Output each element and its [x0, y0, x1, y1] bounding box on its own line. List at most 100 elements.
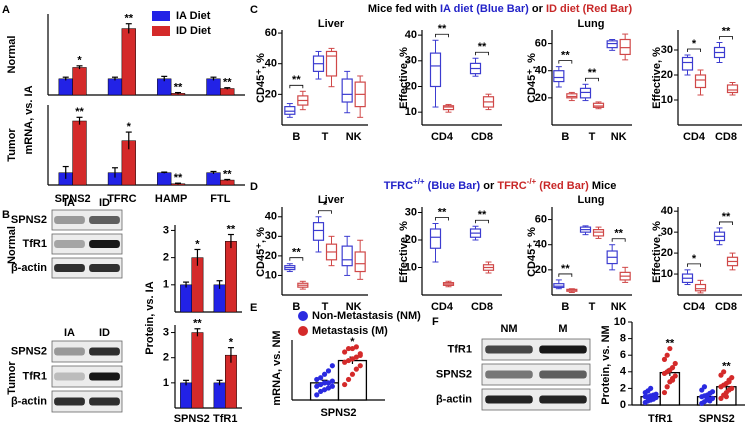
box — [429, 228, 442, 249]
panel-label: B — [2, 209, 10, 221]
blot-row-label: SPNS2 — [11, 214, 47, 226]
y-tick-label: 20 — [661, 247, 673, 259]
blot-column-label: NM — [500, 323, 517, 335]
x-tick-label: CD8 — [471, 301, 493, 313]
x-tick-label: CD4 — [683, 131, 706, 143]
significance: ** — [223, 168, 232, 180]
header-part: TFRC — [497, 180, 526, 192]
y-axis-label: Effective, % — [398, 221, 410, 283]
y-tick-label: 40 — [405, 29, 417, 41]
y-tick-label: 60 — [535, 213, 547, 225]
x-tick-label: NK — [346, 301, 362, 313]
blot-row-label: TfR1 — [448, 343, 472, 355]
data-point — [357, 363, 363, 369]
data-point — [314, 392, 320, 398]
x-tick-label: CD8 — [471, 131, 493, 143]
blot-panel — [51, 390, 123, 413]
header-part: or — [529, 3, 546, 15]
significance: * — [229, 337, 234, 349]
significance: ** — [292, 74, 301, 86]
significance: ** — [561, 263, 570, 275]
header-part: -/+ — [527, 177, 537, 186]
box — [566, 93, 578, 99]
data-point — [707, 398, 713, 404]
significance: * — [195, 238, 200, 250]
bar — [206, 78, 221, 96]
bar — [220, 179, 235, 186]
header-part: IA diet (Blue Bar) — [440, 3, 529, 15]
blot-side-label: Normal — [6, 226, 18, 264]
bar — [72, 120, 87, 186]
significance: ** — [614, 228, 623, 240]
significance: ** — [722, 361, 731, 373]
y-axis-label: Protein, vs. NM — [600, 325, 612, 404]
bar — [72, 67, 87, 96]
data-point — [345, 357, 352, 364]
data-point — [661, 389, 668, 396]
blot-row-label: SPNS2 — [11, 345, 47, 357]
y-tick-label: 10 — [661, 94, 673, 106]
data-point — [318, 375, 324, 381]
header-part: or — [480, 180, 497, 192]
x-tick-label: B — [292, 301, 300, 313]
y-tick-label: 30 — [265, 230, 277, 242]
panel-header: Mice fed with IA diet (Blue Bar) or ID d… — [368, 3, 633, 15]
data-point — [345, 376, 352, 383]
y-tick-label: 30 — [661, 226, 673, 238]
y-tick-label: 10 — [661, 268, 673, 280]
y-axis-label: mRNA, vs. NM — [271, 330, 283, 405]
x-tick-label: CD4 — [431, 301, 454, 313]
significance-bracket — [435, 33, 449, 38]
data-point — [653, 391, 659, 397]
header-part: Mice — [589, 180, 617, 192]
y-axis-label: Effective, % — [398, 47, 410, 109]
y-tick-label: 0 — [620, 399, 626, 411]
subtitle: Liver — [318, 18, 345, 30]
box — [341, 245, 353, 267]
legend-label: ID Diet — [176, 25, 211, 37]
blot-row-label: TfR1 — [23, 238, 47, 250]
blot-band — [54, 240, 85, 248]
panel-label: D — [250, 181, 258, 193]
y-tick-label: 40 — [265, 58, 277, 70]
data-point — [329, 378, 335, 384]
y-axis-label: CD45⁺, % — [255, 227, 267, 277]
significance-bracket — [687, 48, 701, 52]
significance-bracket — [687, 263, 701, 267]
y-tick-label: 4 — [620, 366, 627, 378]
x-tick-label: TfR1 — [648, 413, 672, 425]
blot-band — [54, 216, 85, 224]
header-part: TFRC — [384, 180, 413, 192]
y-tick-label: 20 — [405, 234, 417, 246]
data-point — [342, 359, 348, 365]
blot-row-label: β-actin — [436, 393, 472, 405]
data-point — [669, 365, 676, 371]
significance: * — [323, 200, 328, 212]
y-tick-label: 20 — [661, 69, 673, 81]
subtitle: Liver — [318, 194, 345, 206]
significance: ** — [292, 247, 301, 259]
subtitle: Lung — [578, 18, 605, 30]
significance-bracket — [289, 257, 304, 261]
significance-bracket — [289, 84, 304, 89]
box — [284, 106, 296, 115]
data-point — [345, 345, 352, 352]
box — [681, 56, 694, 71]
data-point — [726, 379, 732, 385]
legend-swatch — [152, 11, 170, 21]
blot-column-label: ID — [99, 327, 110, 339]
x-tick-label: CD4 — [683, 301, 706, 313]
significance-bracket — [558, 273, 573, 277]
y-tick-label: 2 — [163, 352, 169, 364]
data-point — [318, 388, 324, 395]
significance: ** — [722, 25, 731, 37]
significance-bracket — [435, 217, 449, 221]
blot-panel — [51, 257, 123, 279]
legend-swatch — [298, 311, 308, 321]
y-tick-label: 10 — [405, 106, 417, 118]
blot-column-label: IA — [64, 327, 75, 339]
blot-side-label: Tumor — [6, 361, 18, 395]
header-part: +/+ — [413, 177, 425, 186]
y-tick-label: 10 — [265, 269, 277, 281]
blot-panel — [51, 209, 123, 231]
